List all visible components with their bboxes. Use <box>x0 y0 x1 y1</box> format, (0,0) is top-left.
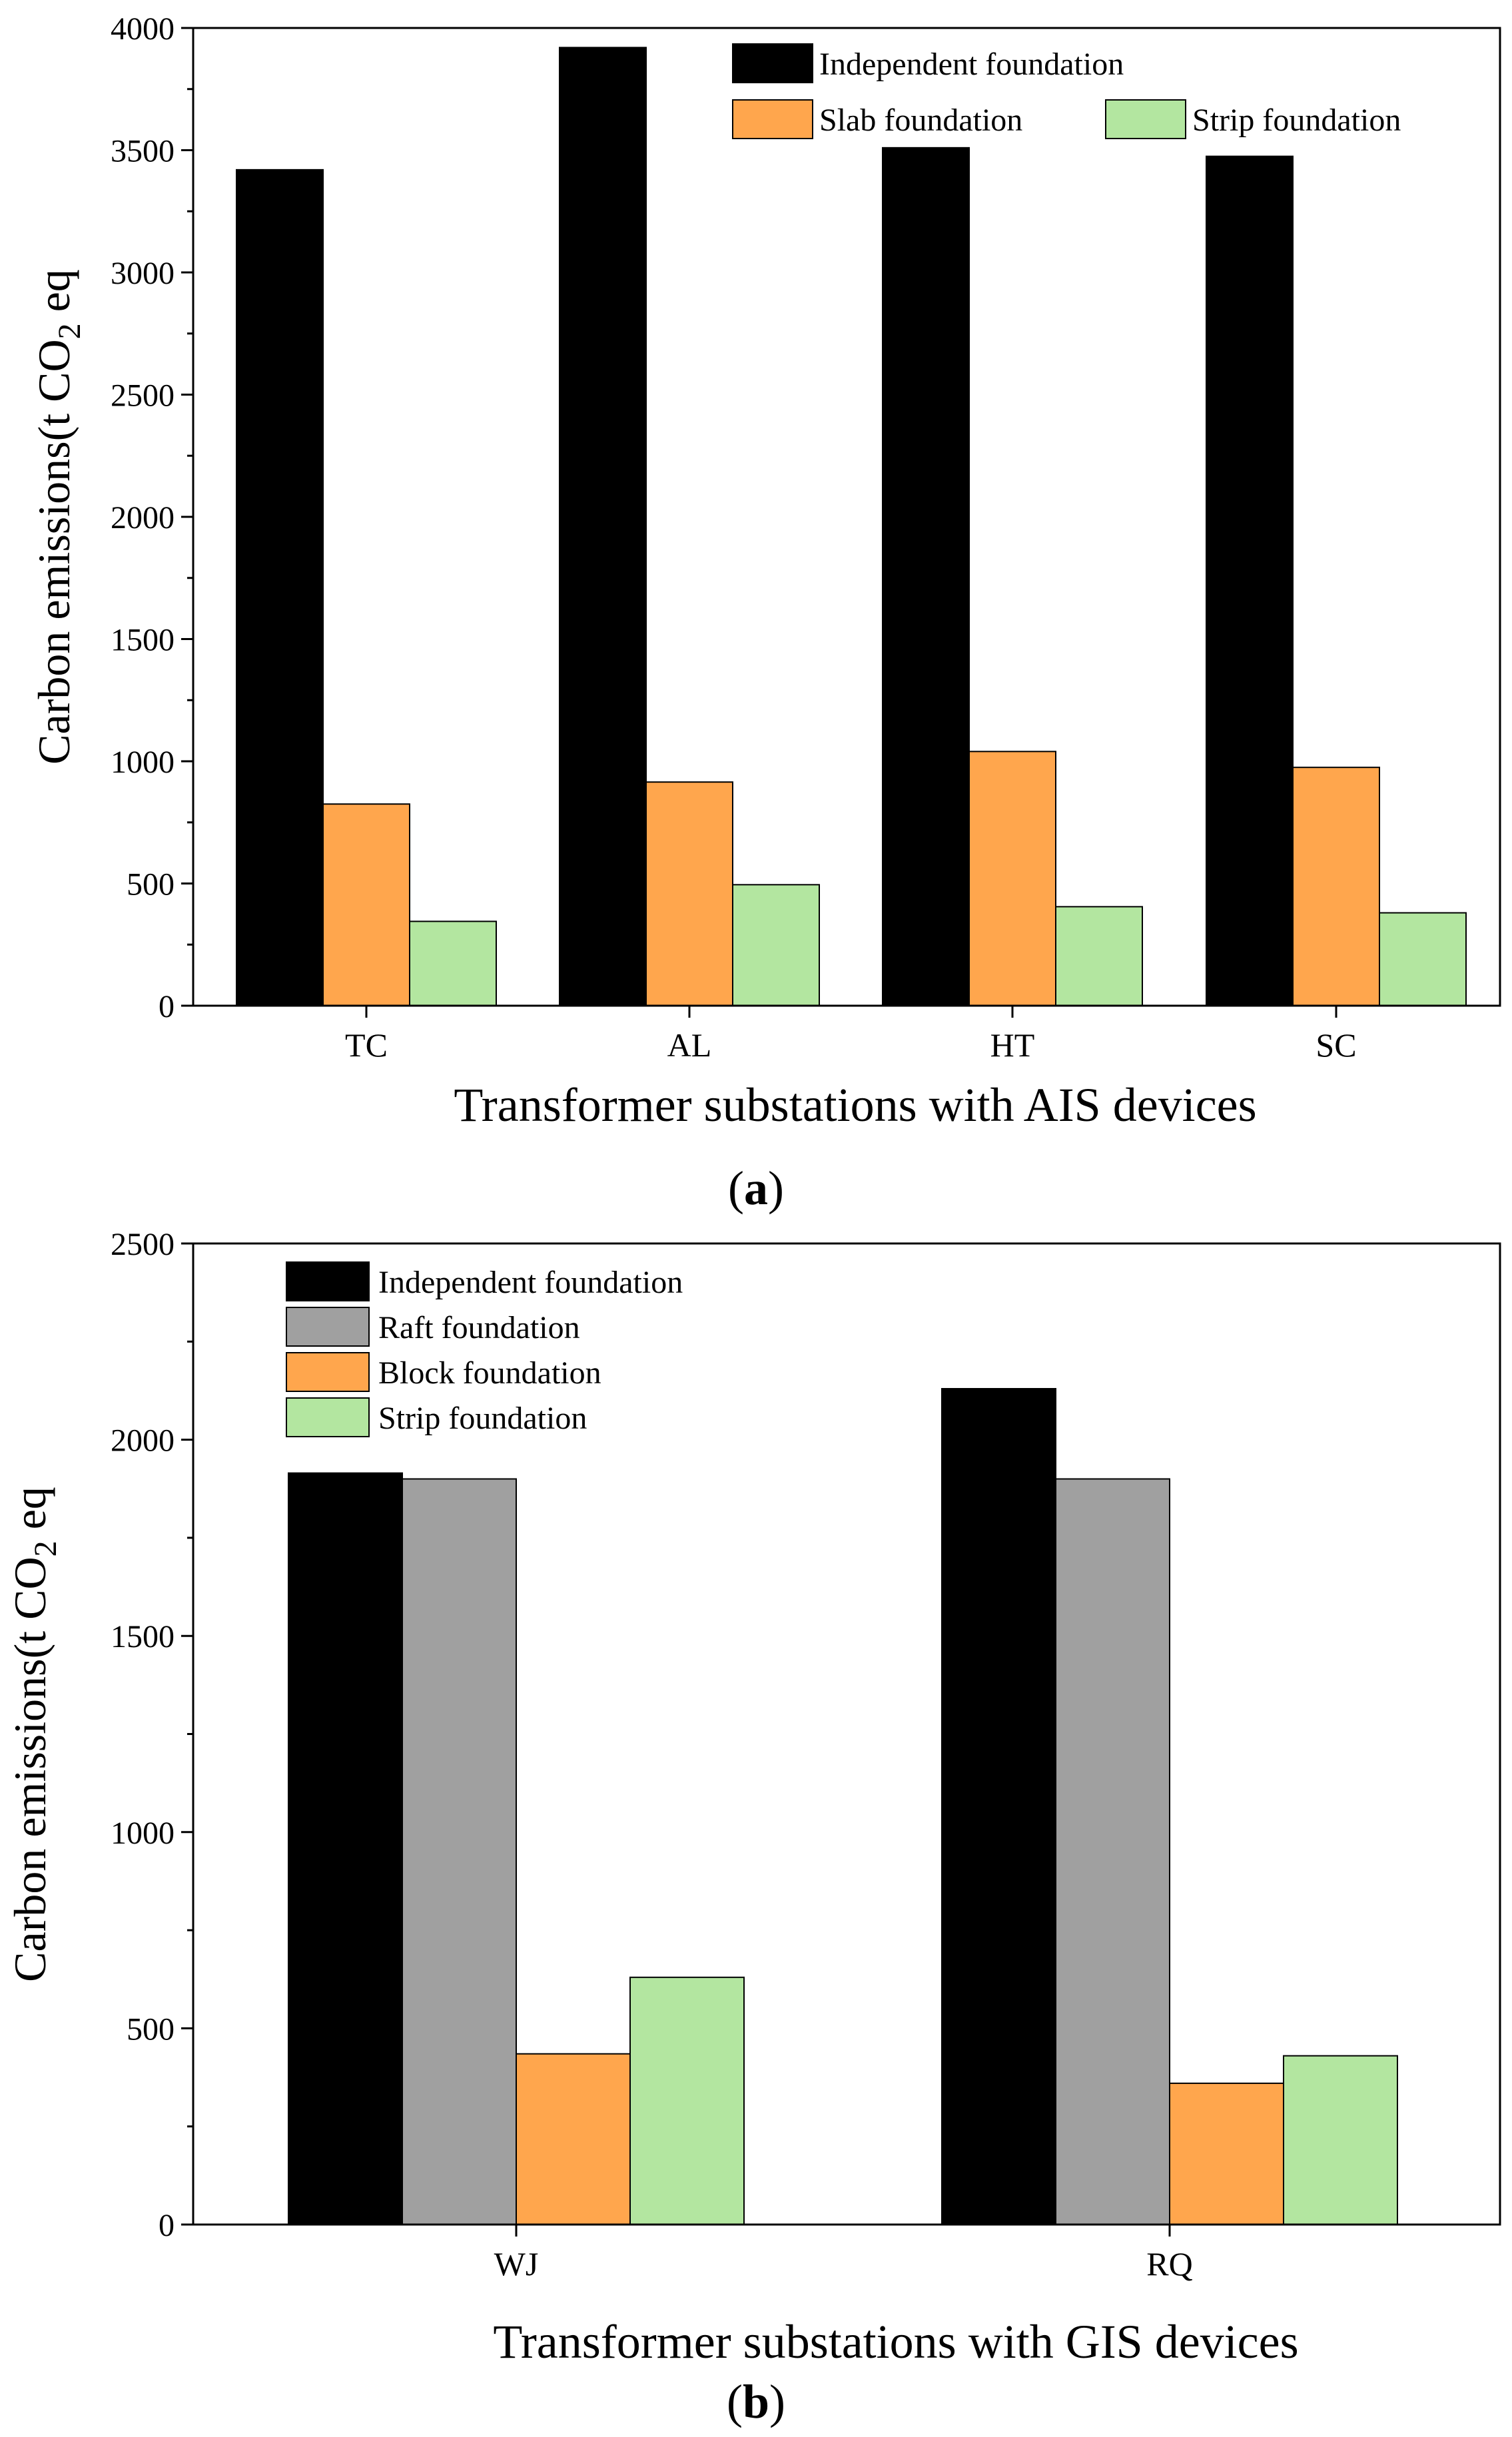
bars-panel-a <box>236 47 1467 1007</box>
bar-ht-independent-foundation <box>882 147 970 1007</box>
x-axis-panel-b: WJ RQ <box>494 2225 1193 2282</box>
x-tick-label-tc: TC <box>345 1026 388 1064</box>
x-tick-label-wj: WJ <box>494 2245 539 2282</box>
legend-swatch-strip-b <box>286 1397 370 1437</box>
y-tick-label-2000: 2000 <box>111 1423 175 1459</box>
legend-label-independent-a: Independent foundation <box>819 47 1124 82</box>
legend-label-slab-a: Slab foundation <box>819 103 1022 138</box>
bar-al-slab-foundation <box>645 781 733 1006</box>
plot-frame-panel-a <box>192 27 1501 1007</box>
y-tick-label-0: 0 <box>159 2208 175 2243</box>
y-tick-label-1000: 1000 <box>111 1816 175 1851</box>
bar-rq-raft-foundation <box>1055 1478 1170 2225</box>
legend-swatch-strip-a <box>1105 99 1186 139</box>
y-tick-label-500: 500 <box>127 867 175 902</box>
bar-wj-strip-foundation <box>629 1976 745 2225</box>
y-tick-label-2500: 2500 <box>111 1227 175 1262</box>
x-tick-label-ht: HT <box>990 1026 1035 1064</box>
bar-ht-slab-foundation <box>968 751 1056 1006</box>
y-axis-label-panel-b: Carbon emissions(t CO2 eq <box>5 1487 63 1982</box>
y-tick-label-1500: 1500 <box>111 623 175 658</box>
legend-panel-a: Independent foundation Slab foundation S… <box>732 43 1401 139</box>
y-tick-label-2500: 2500 <box>111 378 175 414</box>
panel-label-b: (b) <box>727 2375 785 2428</box>
y-tick-label-0: 0 <box>159 989 175 1024</box>
plot-frame-panel-b <box>192 1242 1501 2226</box>
y-tick-label-1500: 1500 <box>111 1619 175 1654</box>
chart-panel-a: 0 500 1000 1500 2000 2500 3000 3500 4000 TC AL HT S… <box>29 11 1501 1215</box>
chart-panel-b: 0 500 1000 1500 2000 2500 WJ RQ Independent fo… <box>5 1227 1501 2428</box>
bar-tc-independent-foundation <box>236 169 324 1007</box>
y-axis-panel-b: 0 500 1000 1500 2000 2500 <box>111 1227 193 2243</box>
x-tick-label-sc: SC <box>1316 1026 1356 1064</box>
y-tick-label-4000: 4000 <box>111 11 175 47</box>
bars-panel-b <box>288 1388 1398 2226</box>
x-axis-label-panel-a: Transformer substations with AIS devices <box>454 1078 1256 1132</box>
y-axis-label-panel-a: Carbon emissions(t CO2 eq <box>29 269 87 765</box>
legend-label-strip-a: Strip foundation <box>1192 103 1401 138</box>
x-tick-label-rq: RQ <box>1146 2245 1192 2282</box>
legend-swatch-independent-a <box>732 43 813 83</box>
legend-label-raft-b: Raft foundation <box>378 1310 580 1345</box>
bar-sc-slab-foundation <box>1292 767 1380 1007</box>
y-tick-label-3000: 3000 <box>111 256 175 291</box>
x-tick-label-al: AL <box>667 1026 712 1064</box>
legend-swatch-block-b <box>286 1352 370 1392</box>
bar-sc-strip-foundation <box>1379 912 1467 1007</box>
bar-wj-independent-foundation <box>288 1472 403 2225</box>
bar-rq-independent-foundation <box>941 1388 1056 2225</box>
bar-sc-independent-foundation <box>1206 155 1294 1006</box>
bar-rq-strip-foundation <box>1283 2055 1398 2226</box>
y-axis-panel-a: 0 500 1000 1500 2000 2500 3000 3500 4000 <box>111 11 193 1024</box>
bar-wj-raft-foundation <box>402 1478 517 2225</box>
y-tick-label-500: 500 <box>127 2011 175 2047</box>
x-axis-label-panel-b: Transformer substations with GIS devices <box>493 2315 1298 2368</box>
y-tick-label-3500: 3500 <box>111 134 175 169</box>
bar-tc-slab-foundation <box>322 803 410 1006</box>
legend-label-strip-b: Strip foundation <box>378 1401 587 1436</box>
bar-al-independent-foundation <box>559 47 647 1007</box>
bar-ht-strip-foundation <box>1055 906 1143 1006</box>
bar-wj-block-foundation <box>516 2053 631 2225</box>
legend-swatch-slab-a <box>732 99 813 139</box>
x-axis-panel-a: TC AL HT SC <box>345 1006 1357 1064</box>
bar-rq-block-foundation <box>1169 2082 1284 2225</box>
panel-label-a: (a) <box>728 1162 784 1215</box>
legend-label-block-b: Block foundation <box>378 1355 601 1391</box>
bar-al-strip-foundation <box>732 884 820 1006</box>
y-tick-label-2000: 2000 <box>111 500 175 535</box>
legend-label-independent-b: Independent foundation <box>378 1265 683 1300</box>
bar-tc-strip-foundation <box>409 920 497 1007</box>
legend-swatch-independent-b <box>286 1261 370 1301</box>
y-tick-label-1000: 1000 <box>111 745 175 780</box>
legend-swatch-raft-b <box>286 1307 370 1347</box>
legend-panel-b: Independent foundation Raft foundation B… <box>286 1261 683 1437</box>
